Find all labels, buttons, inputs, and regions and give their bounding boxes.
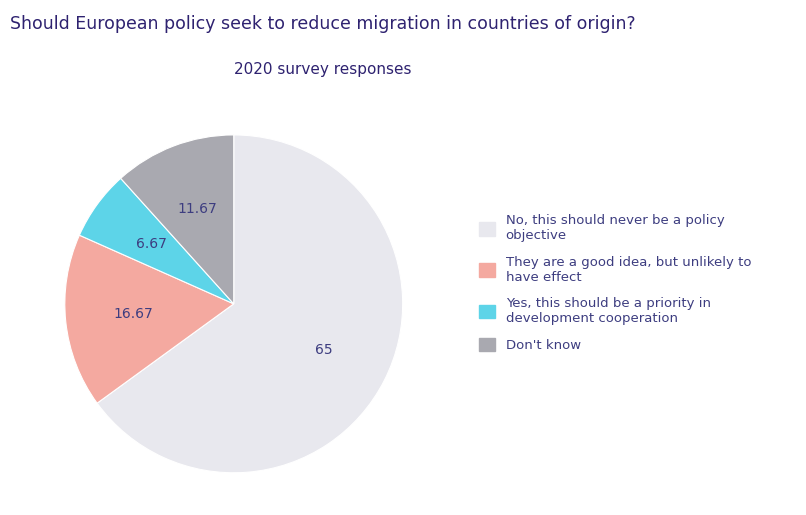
Wedge shape bbox=[80, 178, 234, 304]
Text: 11.67: 11.67 bbox=[177, 202, 218, 216]
Text: 6.67: 6.67 bbox=[136, 237, 167, 251]
Text: Should European policy seek to reduce migration in countries of origin?: Should European policy seek to reduce mi… bbox=[10, 15, 635, 33]
Text: 2020 survey responses: 2020 survey responses bbox=[234, 62, 411, 77]
Text: 16.67: 16.67 bbox=[113, 307, 153, 321]
Wedge shape bbox=[121, 135, 234, 304]
Wedge shape bbox=[97, 135, 403, 473]
Text: 65: 65 bbox=[315, 343, 333, 357]
Wedge shape bbox=[64, 235, 234, 403]
Legend: No, this should never be a policy
objective, They are a good idea, but unlikely : No, this should never be a policy object… bbox=[474, 209, 757, 357]
